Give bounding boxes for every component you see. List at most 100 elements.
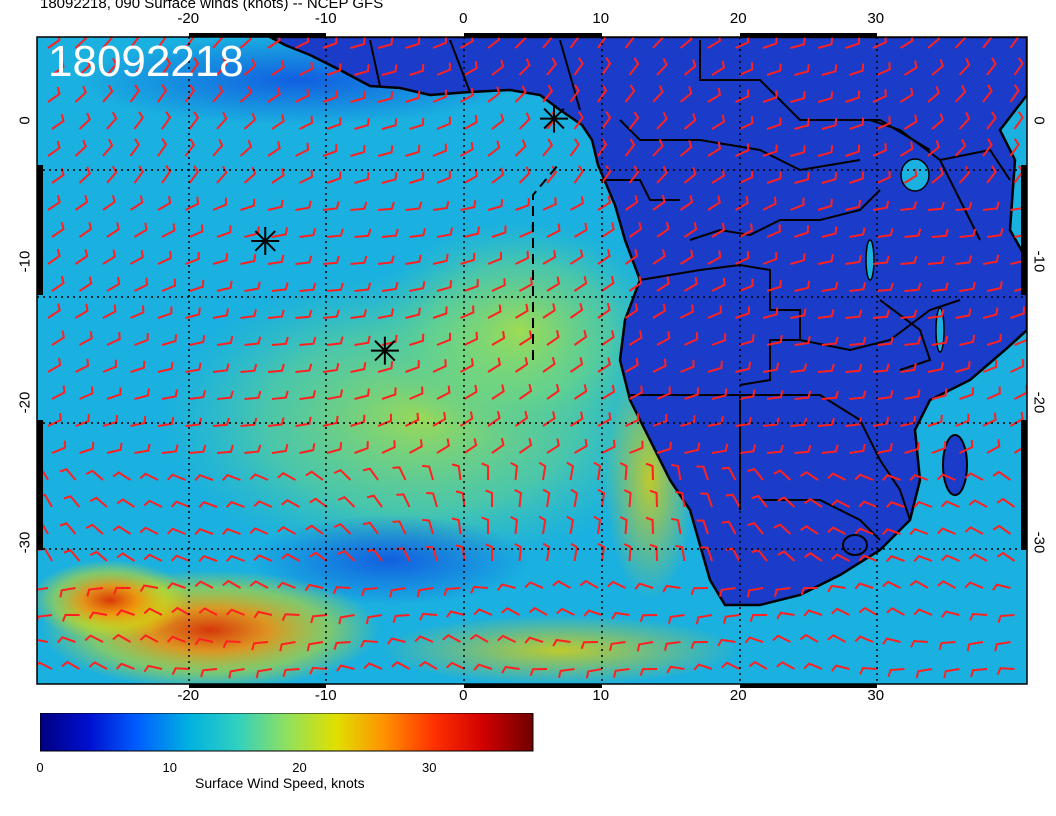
wind-barb (735, 251, 750, 265)
wind-barb (414, 635, 434, 643)
wind-barb (570, 196, 584, 211)
wind-barb (166, 582, 186, 590)
wind-barb (139, 584, 159, 593)
wind-barb (514, 85, 527, 103)
wind-barb (460, 142, 474, 157)
wind-barb (170, 500, 190, 508)
wind-barb (171, 667, 190, 676)
wind-barb (624, 37, 636, 49)
wind-barb (405, 307, 421, 319)
wind-barb (455, 490, 466, 508)
wind-barb (185, 307, 201, 319)
wind-barb (337, 495, 356, 508)
wind-barb (267, 309, 285, 319)
wind-barb (569, 138, 580, 157)
wind-barb (696, 519, 709, 535)
wind-barb (601, 384, 616, 400)
wind-barb (821, 226, 838, 238)
wind-barb (194, 474, 214, 482)
wind-barb (683, 113, 697, 130)
wind-barb (249, 473, 269, 481)
wind-barb (326, 171, 342, 184)
wind-barb (47, 303, 61, 319)
wind-barb (735, 306, 751, 319)
map-field (37, 37, 1027, 684)
wind-barb (463, 438, 478, 454)
wind-barb (326, 282, 344, 292)
wind-barb (487, 304, 502, 319)
wind-barb (827, 472, 846, 481)
wind-barb (886, 607, 905, 616)
wind-barb (573, 165, 584, 184)
wind-barb (597, 302, 611, 319)
wind-barb (333, 522, 352, 535)
wind-barb (501, 665, 520, 674)
wind-barb (735, 89, 750, 103)
wind-barb (597, 249, 611, 265)
wind-barb (221, 527, 241, 535)
wind-barb (326, 336, 344, 346)
wind-barb (47, 357, 62, 373)
wind-barb (106, 57, 118, 76)
wind-barb (817, 254, 834, 265)
wind-barb (255, 668, 273, 679)
wind-barb (221, 473, 241, 481)
wind-barb (968, 553, 988, 562)
wind-barb (735, 195, 749, 211)
wind-barb (766, 224, 781, 238)
wind-barb (766, 444, 784, 454)
wind-barb (931, 441, 947, 454)
wind-barb (464, 331, 479, 346)
calm-zone (250, 515, 530, 605)
wind-barb (78, 58, 91, 76)
wind-barb (882, 580, 901, 589)
wind-barb (47, 86, 61, 103)
wind-barb (189, 444, 207, 454)
wind-barb (276, 581, 296, 589)
wind-barb (711, 114, 726, 130)
wind-barb (872, 363, 890, 373)
wind-barb (277, 472, 296, 481)
wind-barb (909, 527, 929, 536)
wind-barb (326, 389, 344, 400)
timestamp-overlay: 18092218 (48, 37, 244, 86)
wind-barb (381, 281, 399, 292)
wind-barb (377, 308, 395, 319)
wind-barb (102, 249, 116, 265)
wind-barb (518, 58, 531, 76)
wind-barb (409, 386, 424, 400)
wind-barb (954, 139, 967, 157)
wind-barb (569, 411, 584, 427)
wind-barb (909, 579, 929, 589)
y-tick-label: -10 (1030, 250, 1048, 273)
wind-barb (37, 661, 53, 670)
wind-barb (470, 585, 489, 594)
wind-barb (350, 414, 366, 427)
wind-barb (817, 198, 833, 211)
wind-barb (157, 416, 175, 427)
wind-barb (766, 335, 783, 346)
wind-barb (959, 387, 975, 400)
wind-barb (409, 117, 425, 130)
wind-barb (849, 171, 865, 184)
wind-barb (649, 543, 658, 562)
wind-barb (639, 668, 658, 677)
wind-barb (129, 84, 141, 103)
wind-barb (573, 329, 588, 346)
wind-barb (958, 112, 971, 130)
wind-barb (116, 552, 136, 562)
wind-barb (777, 550, 796, 562)
wind-barb (656, 276, 670, 292)
y-tick-label: 0 (1030, 116, 1048, 126)
wind-barb (396, 493, 411, 508)
wind-barb (510, 461, 518, 481)
wind-barb (552, 638, 571, 647)
wind-barb (519, 277, 533, 292)
wind-barb (982, 37, 993, 49)
wind-barb (566, 515, 575, 535)
wind-barb (326, 117, 342, 130)
wind-barb (904, 442, 920, 454)
wind-barb (790, 197, 805, 211)
wind-barb (623, 489, 632, 508)
wind-barb (722, 614, 740, 624)
